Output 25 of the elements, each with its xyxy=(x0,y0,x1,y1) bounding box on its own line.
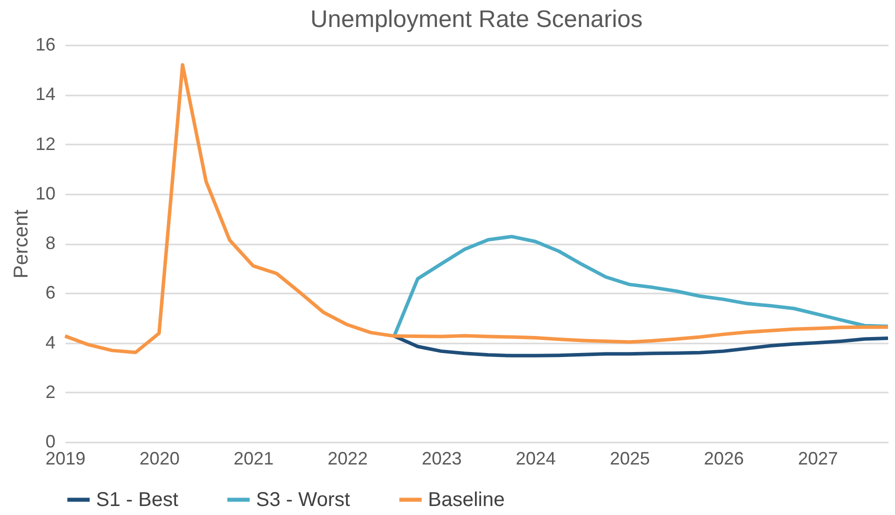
y-tick-label: 16 xyxy=(35,34,56,54)
legend-label: S1 - Best xyxy=(96,488,179,511)
y-tick-label: 0 xyxy=(45,432,56,452)
x-tick-label: 2022 xyxy=(328,448,368,468)
x-tick-label: 2023 xyxy=(422,448,462,468)
x-tick-label: 2026 xyxy=(704,448,744,468)
legend-label: S3 - Worst xyxy=(256,488,351,511)
x-tick-label: 2020 xyxy=(140,448,180,468)
y-tick-label: 14 xyxy=(35,84,56,104)
y-axis-title: Percent xyxy=(10,209,32,278)
legend-label: Baseline xyxy=(428,488,505,511)
x-tick-label: 2019 xyxy=(45,448,86,468)
x-tick-label: 2024 xyxy=(516,448,556,468)
line-series xyxy=(63,63,890,354)
y-tick-label: 10 xyxy=(35,183,56,204)
x-tick-label: 2025 xyxy=(610,448,650,468)
x-tick-label: 2021 xyxy=(234,448,274,468)
y-tick-label: 8 xyxy=(45,233,56,253)
x-tick-label: 2027 xyxy=(798,448,838,468)
y-tick-label: 4 xyxy=(45,332,56,352)
line-series xyxy=(392,334,890,358)
y-tick-label: 12 xyxy=(35,134,56,154)
y-tick-label: 6 xyxy=(45,282,56,303)
y-tick-label: 2 xyxy=(45,382,56,402)
chart-title: Unemployment Rate Scenarios xyxy=(310,6,643,33)
